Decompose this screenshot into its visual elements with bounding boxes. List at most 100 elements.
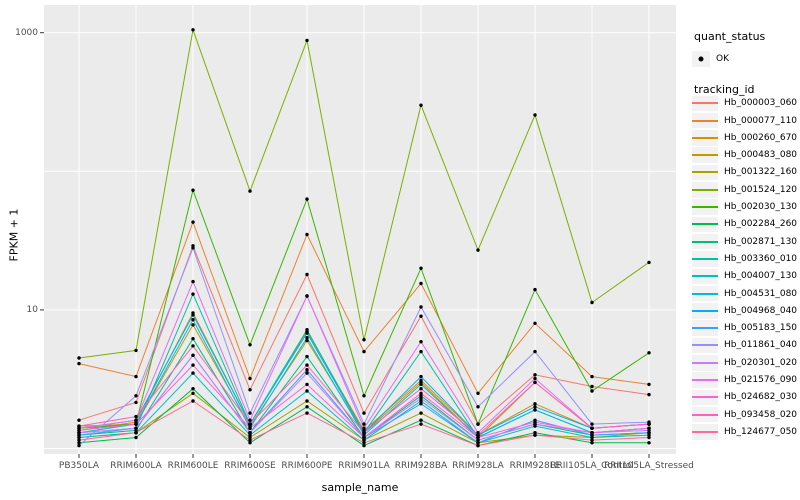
- data-point: [305, 382, 309, 387]
- data-point: [248, 433, 252, 437]
- legend-key-box: [692, 406, 718, 423]
- data-point: [419, 281, 423, 286]
- data-point: [362, 426, 366, 430]
- data-point: [305, 331, 309, 335]
- data-point: [191, 337, 195, 341]
- data-point: [647, 426, 651, 430]
- data-point: [134, 418, 138, 422]
- legend-line-swatch: [692, 275, 718, 278]
- data-point: [476, 391, 480, 395]
- x-tick-label: PB350LA: [58, 461, 100, 471]
- data-point: [191, 292, 195, 296]
- data-point: [305, 272, 309, 277]
- data-point: [305, 232, 309, 237]
- data-point: [134, 426, 138, 430]
- data-point: [134, 394, 138, 398]
- data-point: [533, 380, 537, 385]
- data-point: [533, 431, 537, 435]
- data-point: [419, 418, 423, 422]
- data-point: [248, 438, 252, 442]
- data-point: [77, 424, 81, 428]
- data-point: [362, 435, 366, 440]
- data-point: [419, 314, 423, 318]
- data-point: [77, 433, 81, 437]
- data-point: [362, 433, 366, 437]
- data-point: [647, 441, 651, 445]
- legend-title-tracking-id: tracking_id: [694, 83, 755, 96]
- data-point: [590, 300, 594, 305]
- data-point: [77, 438, 81, 442]
- data-point: [533, 287, 537, 292]
- legend-label: Hb_021576_090: [724, 375, 798, 386]
- data-point: [419, 305, 423, 309]
- data-point: [590, 433, 594, 437]
- legend-key-box: [692, 355, 718, 371]
- data-point: [248, 343, 252, 347]
- data-point: [533, 321, 537, 325]
- data-point: [191, 371, 195, 375]
- data-point: [590, 435, 594, 440]
- legend-label: Hb_024682_030: [724, 392, 798, 403]
- data-point: [362, 431, 366, 435]
- legend-line-swatch: [692, 223, 718, 226]
- data-point: [305, 338, 309, 343]
- data-point: [647, 260, 651, 265]
- data-point: [476, 435, 480, 440]
- data-point: [533, 433, 537, 437]
- legend-key-box: [692, 164, 718, 181]
- data-point: [647, 382, 651, 387]
- data-point: [191, 246, 195, 250]
- data-point: [533, 420, 537, 424]
- legend-line-swatch: [692, 292, 718, 295]
- data-point: [305, 38, 309, 43]
- data-point: [590, 431, 594, 435]
- legend-label: Hb_005183_150: [724, 323, 798, 334]
- legend-line-swatch: [692, 396, 718, 399]
- data-point: [77, 428, 81, 433]
- data-point: [191, 387, 195, 391]
- data-point: [305, 411, 309, 415]
- legend-key-box: [692, 216, 718, 233]
- data-point: [647, 433, 651, 437]
- data-point: [248, 418, 252, 422]
- data-point: [590, 389, 594, 393]
- data-point: [77, 443, 81, 448]
- data-point: [248, 388, 252, 392]
- legend-line-swatch: [692, 206, 718, 209]
- x-tick-label: RRIM600LA: [110, 461, 162, 471]
- legend-line-swatch: [692, 413, 718, 416]
- data-point: [191, 363, 195, 367]
- legend-label: Hb_093458_020: [724, 409, 798, 420]
- data-point: [134, 400, 138, 405]
- data-point: [533, 373, 537, 377]
- legend-key-box: [692, 233, 718, 250]
- data-point: [305, 399, 309, 403]
- legend-label: Hb_001524_120: [724, 184, 798, 195]
- data-point: [419, 266, 423, 270]
- legend-line-swatch: [692, 344, 718, 347]
- data-point: [590, 441, 594, 445]
- data-point: [248, 426, 252, 430]
- legend-label: Hb_002871_130: [724, 236, 798, 247]
- data-point: [362, 394, 366, 398]
- legend-key-box: [692, 372, 718, 388]
- y-tick-label: 10: [26, 304, 38, 315]
- data-point: [647, 435, 651, 440]
- x-axis-title: sample_name: [321, 481, 399, 494]
- data-point: [134, 422, 138, 426]
- data-point: [305, 389, 309, 393]
- data-point: [134, 435, 138, 440]
- data-point: [191, 28, 195, 32]
- legend-label: Hb_002284_260: [724, 219, 798, 230]
- legend-line-swatch: [692, 171, 718, 174]
- data-point: [134, 431, 138, 435]
- data-point: [419, 103, 423, 107]
- data-point: [134, 374, 138, 379]
- data-point: [77, 356, 81, 360]
- data-point: [191, 188, 195, 192]
- legend-key-box: [692, 337, 718, 354]
- data-point: [476, 248, 480, 252]
- data-point: [248, 441, 252, 445]
- data-point: [476, 438, 480, 442]
